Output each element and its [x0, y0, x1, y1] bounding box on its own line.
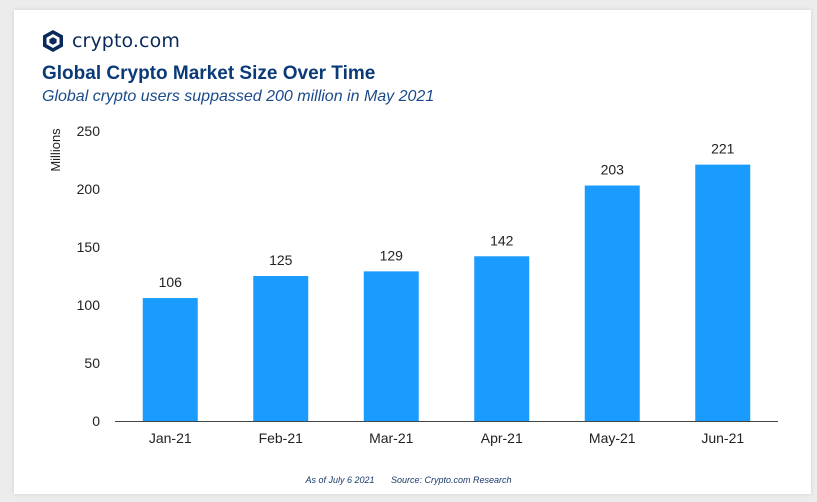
bar — [142, 298, 198, 421]
bar — [253, 276, 309, 421]
y-tick-label: 250 — [77, 123, 101, 139]
y-axis-label: Millions — [48, 128, 63, 172]
bar — [695, 164, 751, 421]
bar — [363, 271, 419, 421]
x-tick-label: Jun-21 — [701, 430, 744, 446]
brand-name: crypto.com — [72, 30, 180, 52]
data-label: 129 — [380, 247, 404, 263]
footer-source: Source: Crypto.com Research — [391, 475, 512, 485]
chart-title: Global Crypto Market Size Over Time — [42, 63, 376, 84]
footer-date-note: As of July 6 2021 — [305, 475, 375, 485]
bar — [584, 185, 640, 421]
data-label: 125 — [269, 252, 293, 268]
y-tick-label: 200 — [77, 181, 101, 197]
x-tick-label: Apr-21 — [481, 430, 523, 446]
y-tick-label: 100 — [77, 297, 101, 313]
data-label: 221 — [711, 141, 735, 157]
y-tick-label: 50 — [84, 355, 100, 371]
brand-header: crypto.com — [42, 29, 180, 53]
x-tick-label: May-21 — [589, 430, 636, 446]
chart-footer: As of July 6 2021 Source: Crypto.com Res… — [0, 475, 817, 485]
data-label: 106 — [159, 274, 183, 290]
data-label: 142 — [490, 232, 514, 248]
x-tick-label: Mar-21 — [369, 430, 414, 446]
crypto-com-logo-icon — [43, 30, 63, 52]
x-tick-label: Jan-21 — [149, 430, 192, 446]
chart-subtitle: Global crypto users suppassed 200 millio… — [42, 88, 435, 105]
x-tick-label: Feb-21 — [259, 430, 304, 446]
bar — [474, 256, 530, 421]
data-label: 203 — [601, 162, 625, 178]
y-tick-label: 0 — [92, 413, 100, 429]
y-tick-label: 150 — [77, 239, 101, 255]
